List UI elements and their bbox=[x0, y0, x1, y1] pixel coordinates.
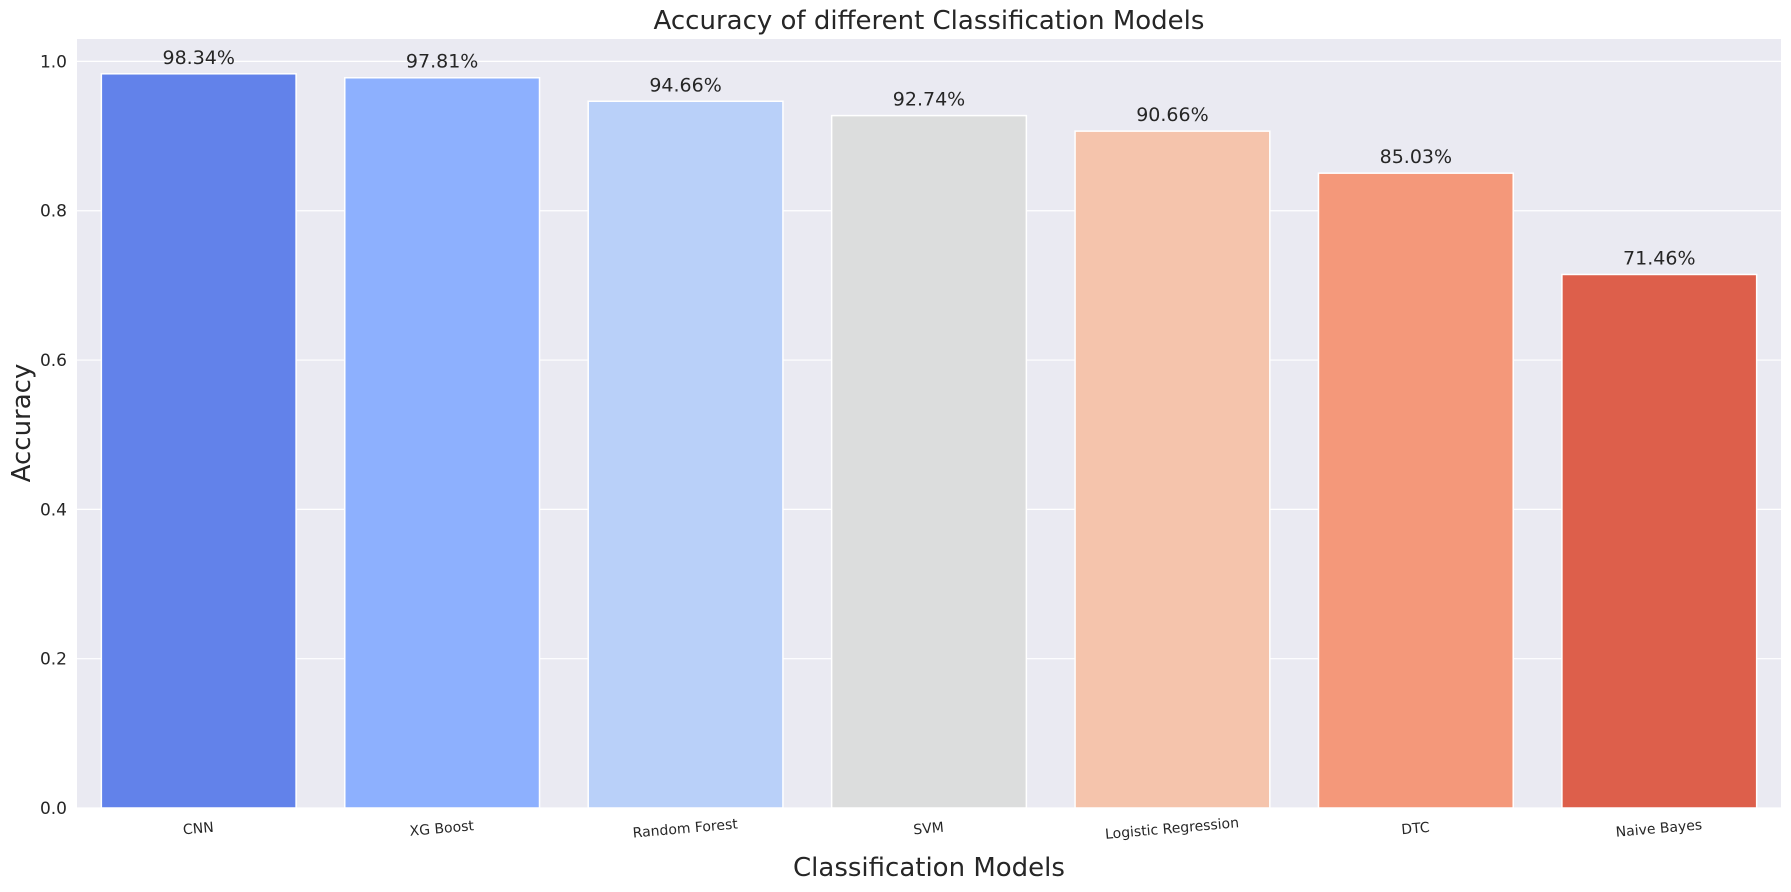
y-tick-label: 0.6 bbox=[40, 351, 67, 371]
bar-value-label: 94.66% bbox=[649, 74, 721, 96]
bars bbox=[100, 73, 1758, 809]
x-axis-title: Classification Models bbox=[793, 853, 1065, 883]
bar bbox=[587, 100, 784, 809]
chart-title: Accuracy of different Classification Mod… bbox=[654, 6, 1205, 36]
bar-value-label: 97.81% bbox=[406, 51, 478, 73]
bar-value-label: 92.74% bbox=[893, 89, 965, 111]
x-tick-label: SVM bbox=[913, 820, 945, 839]
bar bbox=[1074, 130, 1271, 809]
bar bbox=[830, 114, 1028, 809]
y-axis-ticks: 0.0 0.2 0.4 0.6 0.8 1.0 bbox=[40, 52, 67, 819]
x-tick-label: DTC bbox=[1401, 820, 1431, 838]
x-tick-label: Naive Bayes bbox=[1615, 817, 1703, 840]
bar bbox=[1317, 172, 1514, 809]
bar-value-label: 85.03% bbox=[1380, 146, 1452, 168]
x-tick-label: Random Forest bbox=[632, 816, 739, 841]
x-tick-label: XG Boost bbox=[409, 818, 475, 840]
bar bbox=[1561, 273, 1758, 809]
y-axis-title: Accuracy bbox=[7, 364, 37, 483]
bar bbox=[100, 73, 297, 809]
x-axis-ticks: CNN XG Boost Random Forest SVM Logistic Regr… bbox=[182, 815, 1702, 843]
bar-value-label: 98.34% bbox=[162, 47, 234, 69]
y-tick-label: 0.0 bbox=[40, 799, 67, 819]
data-labels: 98.34% 97.81% 94.66% 92.74% 90.66% 85.03% 71.4… bbox=[162, 47, 1695, 270]
bar-value-label: 90.66% bbox=[1136, 104, 1208, 126]
x-tick-label: CNN bbox=[182, 820, 214, 839]
y-tick-label: 0.8 bbox=[40, 202, 67, 222]
x-tick-label: Logistic Regression bbox=[1104, 815, 1239, 843]
y-tick-label: 1.0 bbox=[40, 52, 67, 72]
y-tick-label: 0.4 bbox=[40, 500, 67, 520]
bar-value-label: 71.46% bbox=[1623, 247, 1695, 269]
y-tick-label: 0.2 bbox=[40, 650, 67, 670]
bar bbox=[344, 76, 541, 809]
